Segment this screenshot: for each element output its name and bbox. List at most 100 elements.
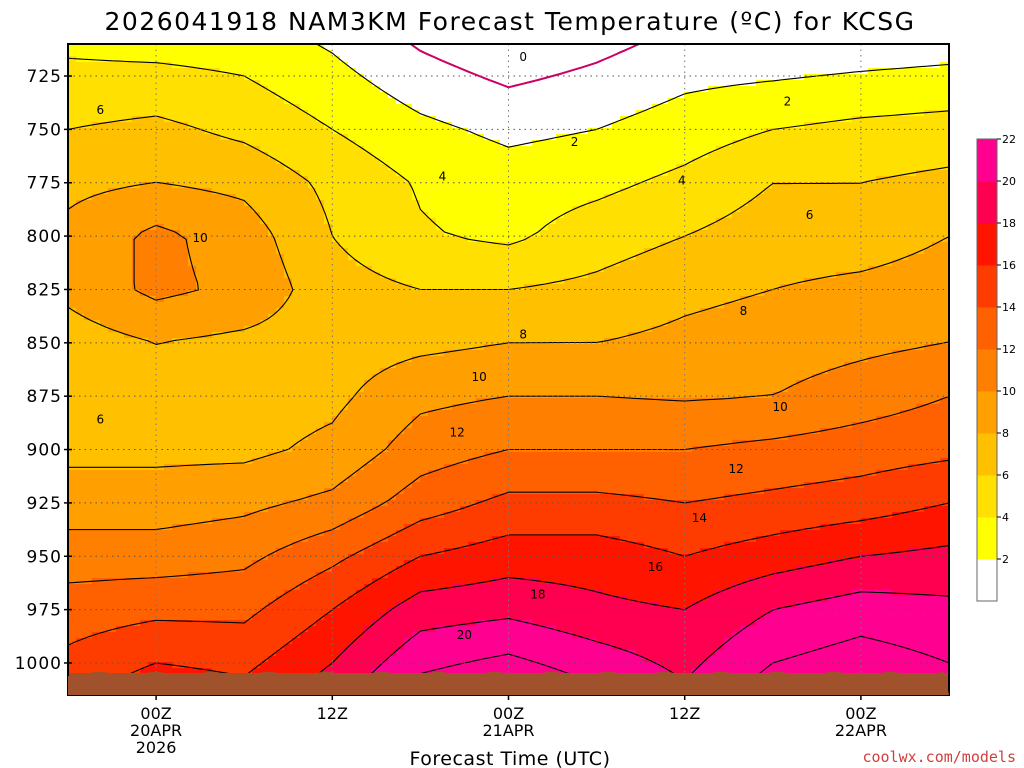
temperature-cell — [404, 278, 413, 285]
temperature-cell — [156, 50, 165, 57]
temperature-cell — [436, 128, 445, 135]
temperature-cell — [924, 170, 933, 177]
temperature-cell — [404, 164, 413, 171]
temperature-cell — [276, 200, 285, 207]
temperature-cell — [420, 242, 429, 249]
temperature-cell — [140, 188, 149, 195]
temperature-cell — [684, 68, 693, 75]
temperature-cell — [340, 278, 349, 285]
temperature-cell — [180, 158, 189, 165]
temperature-cell — [116, 200, 125, 207]
temperature-cell — [164, 74, 173, 81]
temperature-cell — [548, 74, 557, 81]
temperature-cell — [292, 56, 301, 63]
temperature-cell — [940, 98, 949, 105]
temperature-cell — [508, 68, 517, 75]
temperature-cell — [188, 68, 197, 75]
temperature-cell — [428, 98, 437, 105]
temperature-cell — [860, 188, 869, 195]
temperature-cell — [180, 86, 189, 93]
temperature-cell — [276, 104, 285, 111]
temperature-cell — [76, 224, 85, 231]
temperature-cell — [244, 218, 253, 225]
temperature-cell — [372, 98, 381, 105]
temperature-cell — [900, 236, 909, 243]
temperature-cell — [596, 92, 605, 99]
temperature-cell — [100, 68, 109, 75]
temperature-cell — [596, 230, 605, 237]
temperature-cell — [868, 278, 877, 285]
temperature-cell — [516, 98, 525, 105]
temperature-cell — [636, 284, 645, 291]
temperature-cell — [452, 266, 461, 273]
temperature-cell — [100, 206, 109, 213]
temperature-cell — [692, 302, 701, 309]
temperature-cell — [532, 80, 541, 87]
temperature-cell — [364, 176, 373, 183]
temperature-cell — [820, 182, 829, 189]
temperature-cell — [740, 170, 749, 177]
temperature-cell — [436, 278, 445, 285]
temperature-cell — [444, 158, 453, 165]
temperature-cell — [700, 290, 709, 297]
temperature-cell — [292, 116, 301, 123]
temperature-cell — [76, 218, 85, 225]
temperature-cell — [748, 110, 757, 117]
temperature-cell — [516, 62, 525, 69]
temperature-cell — [796, 68, 805, 75]
temperature-cell — [212, 164, 221, 171]
temperature-cell — [628, 176, 637, 183]
temperature-cell — [820, 74, 829, 81]
temperature-cell — [420, 236, 429, 243]
temperature-cell — [532, 92, 541, 99]
temperature-cell — [348, 80, 357, 87]
temperature-cell — [316, 98, 325, 105]
temperature-cell — [348, 62, 357, 69]
temperature-cell — [372, 278, 381, 285]
temperature-cell — [556, 248, 565, 255]
temperature-cell — [500, 152, 509, 159]
temperature-cell — [604, 230, 613, 237]
temperature-cell — [100, 200, 109, 207]
temperature-cell — [444, 308, 453, 315]
temperature-cell — [540, 98, 549, 105]
temperature-cell — [236, 140, 245, 147]
temperature-cell — [868, 236, 877, 243]
temperature-cell — [780, 44, 789, 51]
temperature-cell — [812, 272, 821, 279]
temperature-cell — [108, 170, 117, 177]
temperature-cell — [532, 134, 541, 141]
temperature-cell — [452, 260, 461, 267]
temperature-cell — [76, 308, 85, 315]
temperature-cell — [476, 122, 485, 129]
temperature-cell — [716, 182, 725, 189]
temperature-cell — [788, 302, 797, 309]
temperature-cell — [780, 104, 789, 111]
temperature-cell — [700, 50, 709, 57]
temperature-cell — [500, 98, 509, 105]
temperature-cell — [932, 218, 941, 225]
temperature-cell — [436, 170, 445, 177]
temperature-cell — [108, 56, 117, 63]
temperature-cell — [484, 86, 493, 93]
temperature-cell — [204, 146, 213, 153]
temperature-cell — [508, 296, 517, 303]
temperature-cell — [364, 134, 373, 141]
temperature-cell — [940, 50, 949, 57]
temperature-cell — [388, 62, 397, 69]
temperature-cell — [908, 68, 917, 75]
temperature-cell — [644, 152, 653, 159]
temperature-cell — [708, 254, 717, 261]
temperature-cell — [356, 140, 365, 147]
temperature-cell — [668, 272, 677, 279]
temperature-cell — [708, 44, 717, 51]
temperature-cell — [308, 278, 317, 285]
temperature-cell — [68, 164, 77, 171]
temperature-cell — [116, 104, 125, 111]
temperature-cell — [676, 68, 685, 75]
temperature-cell — [876, 254, 885, 261]
temperature-cell — [412, 92, 421, 99]
temperature-cell — [628, 206, 637, 213]
temperature-cell — [124, 44, 133, 51]
temperature-cell — [804, 290, 813, 297]
